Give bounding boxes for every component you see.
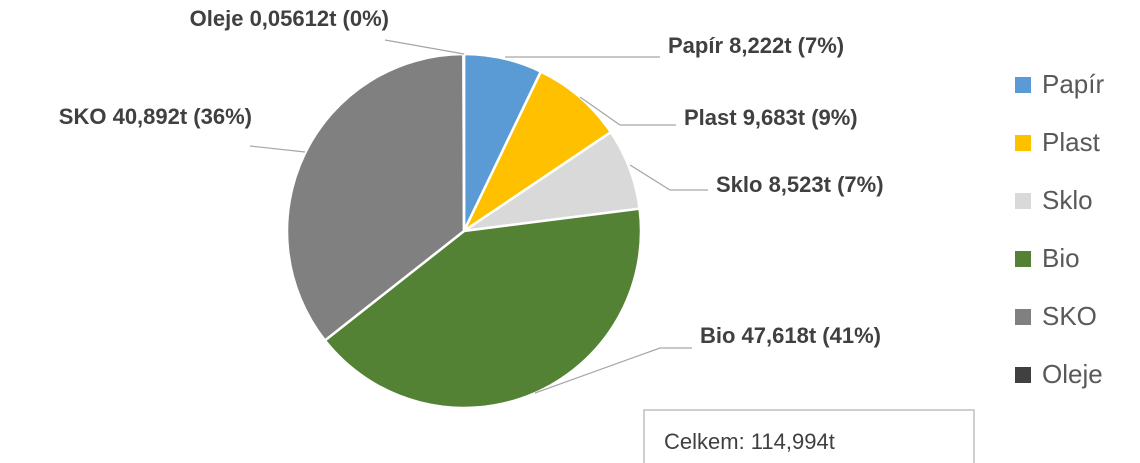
- legend-label: Oleje: [1042, 359, 1103, 389]
- leader-line: [249, 145, 306, 153]
- leader-line: [384, 39, 465, 55]
- legend-swatch: [1015, 251, 1031, 267]
- legend-swatch: [1015, 135, 1031, 151]
- data-label: Papír 8,222t (7%): [668, 33, 844, 58]
- data-label: Sklo 8,523t (7%): [716, 172, 884, 197]
- pie-slice: [285, 52, 466, 343]
- legend-swatch: [1015, 309, 1031, 325]
- leader-line: [629, 164, 708, 191]
- total-label: Celkem: 114,994t: [664, 429, 835, 454]
- legend-label: Plast: [1042, 127, 1101, 157]
- legend-label: Bio: [1042, 243, 1080, 273]
- leader-line: [579, 96, 676, 126]
- data-label: SKO 40,892t (36%): [59, 104, 252, 129]
- legend-swatch: [1015, 367, 1031, 383]
- legend-swatch: [1015, 193, 1031, 209]
- data-label: Plast 9,683t (9%): [684, 105, 858, 130]
- leader-line: [534, 347, 692, 394]
- legend-label: SKO: [1042, 301, 1097, 331]
- pie-slice: [462, 52, 466, 232]
- total-box: [643, 409, 975, 463]
- legend-label: Papír: [1042, 69, 1104, 99]
- legend-swatch: [1015, 77, 1031, 93]
- data-label: Oleje 0,05612t (0%): [190, 6, 389, 31]
- pie-slice: [323, 207, 643, 410]
- legend-label: Sklo: [1042, 185, 1093, 215]
- data-label: Bio 47,618t (41%): [700, 323, 881, 348]
